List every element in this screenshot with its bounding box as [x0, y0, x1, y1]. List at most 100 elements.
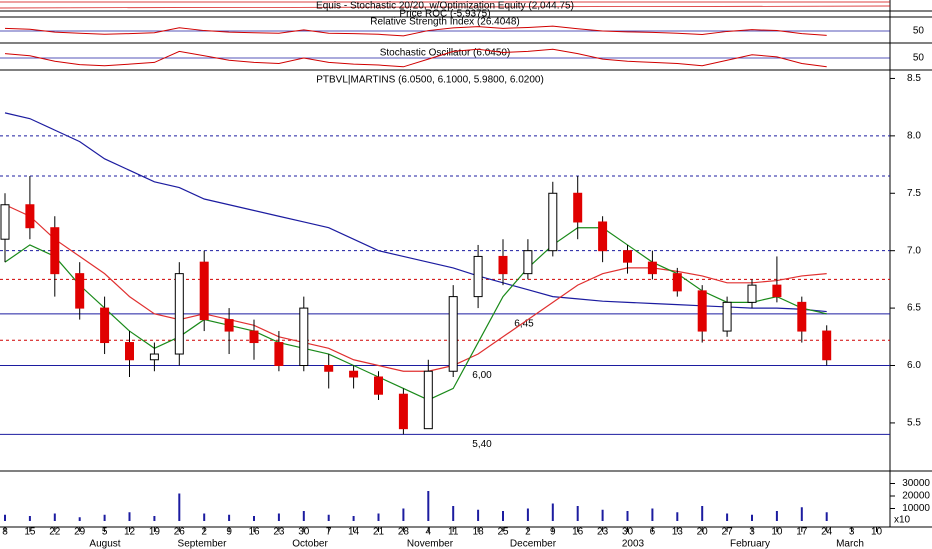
x-tick-label: 9 [226, 527, 232, 538]
month-label: October [292, 539, 328, 549]
candle-body [149, 353, 159, 361]
y-tick-label: 5.5 [907, 418, 921, 429]
x-tick-label: 12 [124, 527, 136, 538]
x-tick-label: 8 [2, 527, 8, 538]
candle-body [0, 204, 10, 240]
volume-bar [800, 507, 803, 521]
candle-body [498, 255, 508, 275]
y-tick-label: 50 [913, 53, 925, 64]
volume-bar [153, 516, 156, 521]
candle-body [722, 301, 732, 332]
month-label: February [730, 539, 770, 549]
y-tick-label: 10000 [902, 503, 930, 514]
candle-body [324, 365, 334, 372]
candle-body [523, 250, 533, 275]
level-label: 6,45 [514, 318, 534, 329]
x-tick-label: 23 [273, 527, 285, 538]
candle-body [772, 284, 782, 298]
volume-bar [427, 491, 430, 521]
x-tick-label: 20 [697, 527, 709, 538]
x-tick-label: 19 [149, 527, 161, 538]
x-tick-label: 17 [796, 527, 808, 538]
candle-body [573, 192, 583, 223]
x-tick-label: 25 [497, 527, 509, 538]
volume-bar [452, 506, 455, 521]
volume-bar [726, 513, 729, 521]
candle-body [747, 284, 757, 303]
x-tick-label: 21 [373, 527, 385, 538]
y-tick-label: 7.5 [907, 188, 921, 199]
volume-bar [327, 514, 330, 521]
volume-bar [352, 516, 355, 521]
month-label: August [89, 539, 120, 549]
y-tick-label: 20000 [902, 491, 930, 502]
volume-bar [601, 509, 604, 521]
volume-bar [178, 493, 181, 521]
candle-body [623, 250, 632, 263]
volume-bar [4, 514, 6, 521]
month-label: 2003 [622, 539, 645, 549]
candle-body [125, 342, 134, 361]
month-label: November [407, 539, 454, 549]
candle-body [697, 290, 707, 332]
x-tick-label: 10 [871, 527, 883, 538]
x-tick-label: 22 [49, 527, 61, 538]
panel-title: Price ROC (-5.9375) [399, 9, 490, 20]
volume-bar [203, 513, 206, 521]
x-tick-label: 4 [426, 527, 432, 538]
y-tick-label: 30000 [902, 478, 930, 489]
volume-bar [302, 511, 305, 521]
candle-body [50, 227, 60, 275]
x-tick-label: 11 [448, 527, 459, 538]
volume-bar [78, 517, 81, 521]
x-tick-label: 13 [672, 527, 684, 538]
candle-body [448, 296, 458, 372]
moving-average [4, 227, 827, 401]
x-tick-label: 27 [722, 527, 734, 538]
month-label: December [510, 539, 557, 549]
x-tick-label: 15 [24, 527, 36, 538]
candle-body [349, 370, 359, 378]
x-tick-label: 7 [326, 527, 332, 538]
candle-body [75, 273, 85, 309]
moving-average [4, 204, 827, 372]
candle-body [299, 307, 309, 367]
candle-body [199, 261, 209, 321]
volume-bar [402, 508, 405, 521]
panel-title: Equis - Stochastic 20/20, w/Optimization… [316, 1, 574, 12]
candle-body [548, 192, 558, 252]
month-label: March [836, 539, 864, 549]
month-label: September [178, 539, 228, 549]
panel-title: Relative Strength Index (26.4048) [370, 17, 520, 28]
candle-body [25, 204, 35, 229]
volume-bar [477, 509, 480, 521]
volume-bar [751, 514, 753, 521]
volume-bar [551, 503, 554, 521]
candle-body [672, 273, 682, 292]
x-tick-label: 14 [348, 527, 360, 538]
y-tick-label: 8.5 [907, 73, 921, 84]
candle-body [374, 376, 383, 395]
volume-bar [228, 514, 231, 521]
y-tick-label: 6.5 [907, 303, 921, 314]
x-tick-label: 16 [248, 527, 260, 538]
candle-body [647, 261, 657, 275]
x-tick-label: 26 [174, 527, 186, 538]
volume-bar [576, 506, 579, 521]
volume-bar [775, 511, 778, 521]
candle-body [473, 255, 483, 298]
x-tick-label: 30 [622, 527, 634, 538]
panel-title: Stochastic Oscillator (6.0450) [380, 48, 511, 59]
candle-body [598, 221, 608, 252]
y-tick-label: 6.0 [907, 360, 921, 371]
x-tick-label: 3 [749, 527, 755, 538]
candle-body [100, 307, 110, 344]
x-tick-label: 23 [597, 527, 609, 538]
candle-body [797, 301, 807, 332]
indicator-line [4, 48, 827, 68]
chart-title: PTBVL|MARTINS (6.0500, 6.1000, 5.9800, 6… [316, 75, 544, 86]
y-tick-label: 50 [913, 26, 925, 37]
x-tick-label: 5 [102, 527, 108, 538]
x-tick-label: 3 [849, 527, 855, 538]
candle-body [423, 370, 433, 430]
